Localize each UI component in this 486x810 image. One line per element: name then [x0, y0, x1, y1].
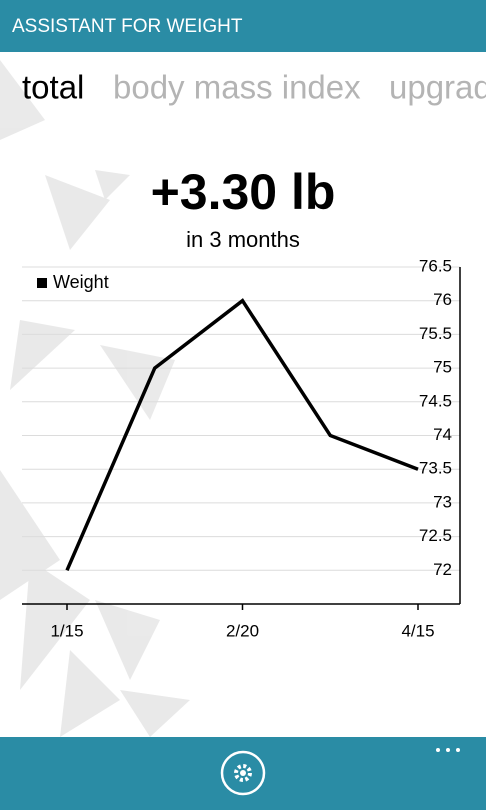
y-tick-label: 76.5: [419, 256, 452, 275]
y-tick-label: 75.5: [419, 324, 452, 343]
tab[interactable]: upgrade: [389, 69, 486, 106]
settings-button[interactable]: [220, 750, 266, 796]
x-tick-label: 2/20: [226, 621, 259, 640]
more-button[interactable]: [436, 748, 460, 752]
data-line: [65, 298, 419, 571]
background-decoration: [0, 60, 190, 737]
app-title: ASSISTANT FOR WEIGHT: [12, 16, 243, 37]
y-tick-label: 72: [433, 560, 452, 579]
y-tick-label: 73: [433, 492, 452, 511]
legend-swatch: [37, 278, 47, 288]
tab[interactable]: body mass index: [113, 69, 361, 106]
legend-label: Weight: [53, 272, 109, 292]
x-tick-label: 1/15: [50, 621, 83, 640]
title-bar: [0, 0, 486, 52]
tab[interactable]: total: [22, 69, 84, 106]
headline: +3.30 lb: [151, 164, 336, 220]
chart: 72 72.5 73 73.5 74 74.5 75 75.5 76 76.5 1/15 2/20 4/…: [22, 256, 461, 640]
y-tick-label: 76: [433, 290, 452, 309]
y-tick-label: 75: [433, 358, 452, 377]
x-tick-label: 4/15: [401, 621, 434, 640]
subtitle: in 3 months: [186, 227, 300, 252]
y-tick-label: 72.5: [419, 526, 452, 545]
y-tick-label: 74: [433, 425, 452, 444]
y-tick-label: 73.5: [419, 459, 452, 478]
y-tick-label: 74.5: [419, 391, 452, 410]
